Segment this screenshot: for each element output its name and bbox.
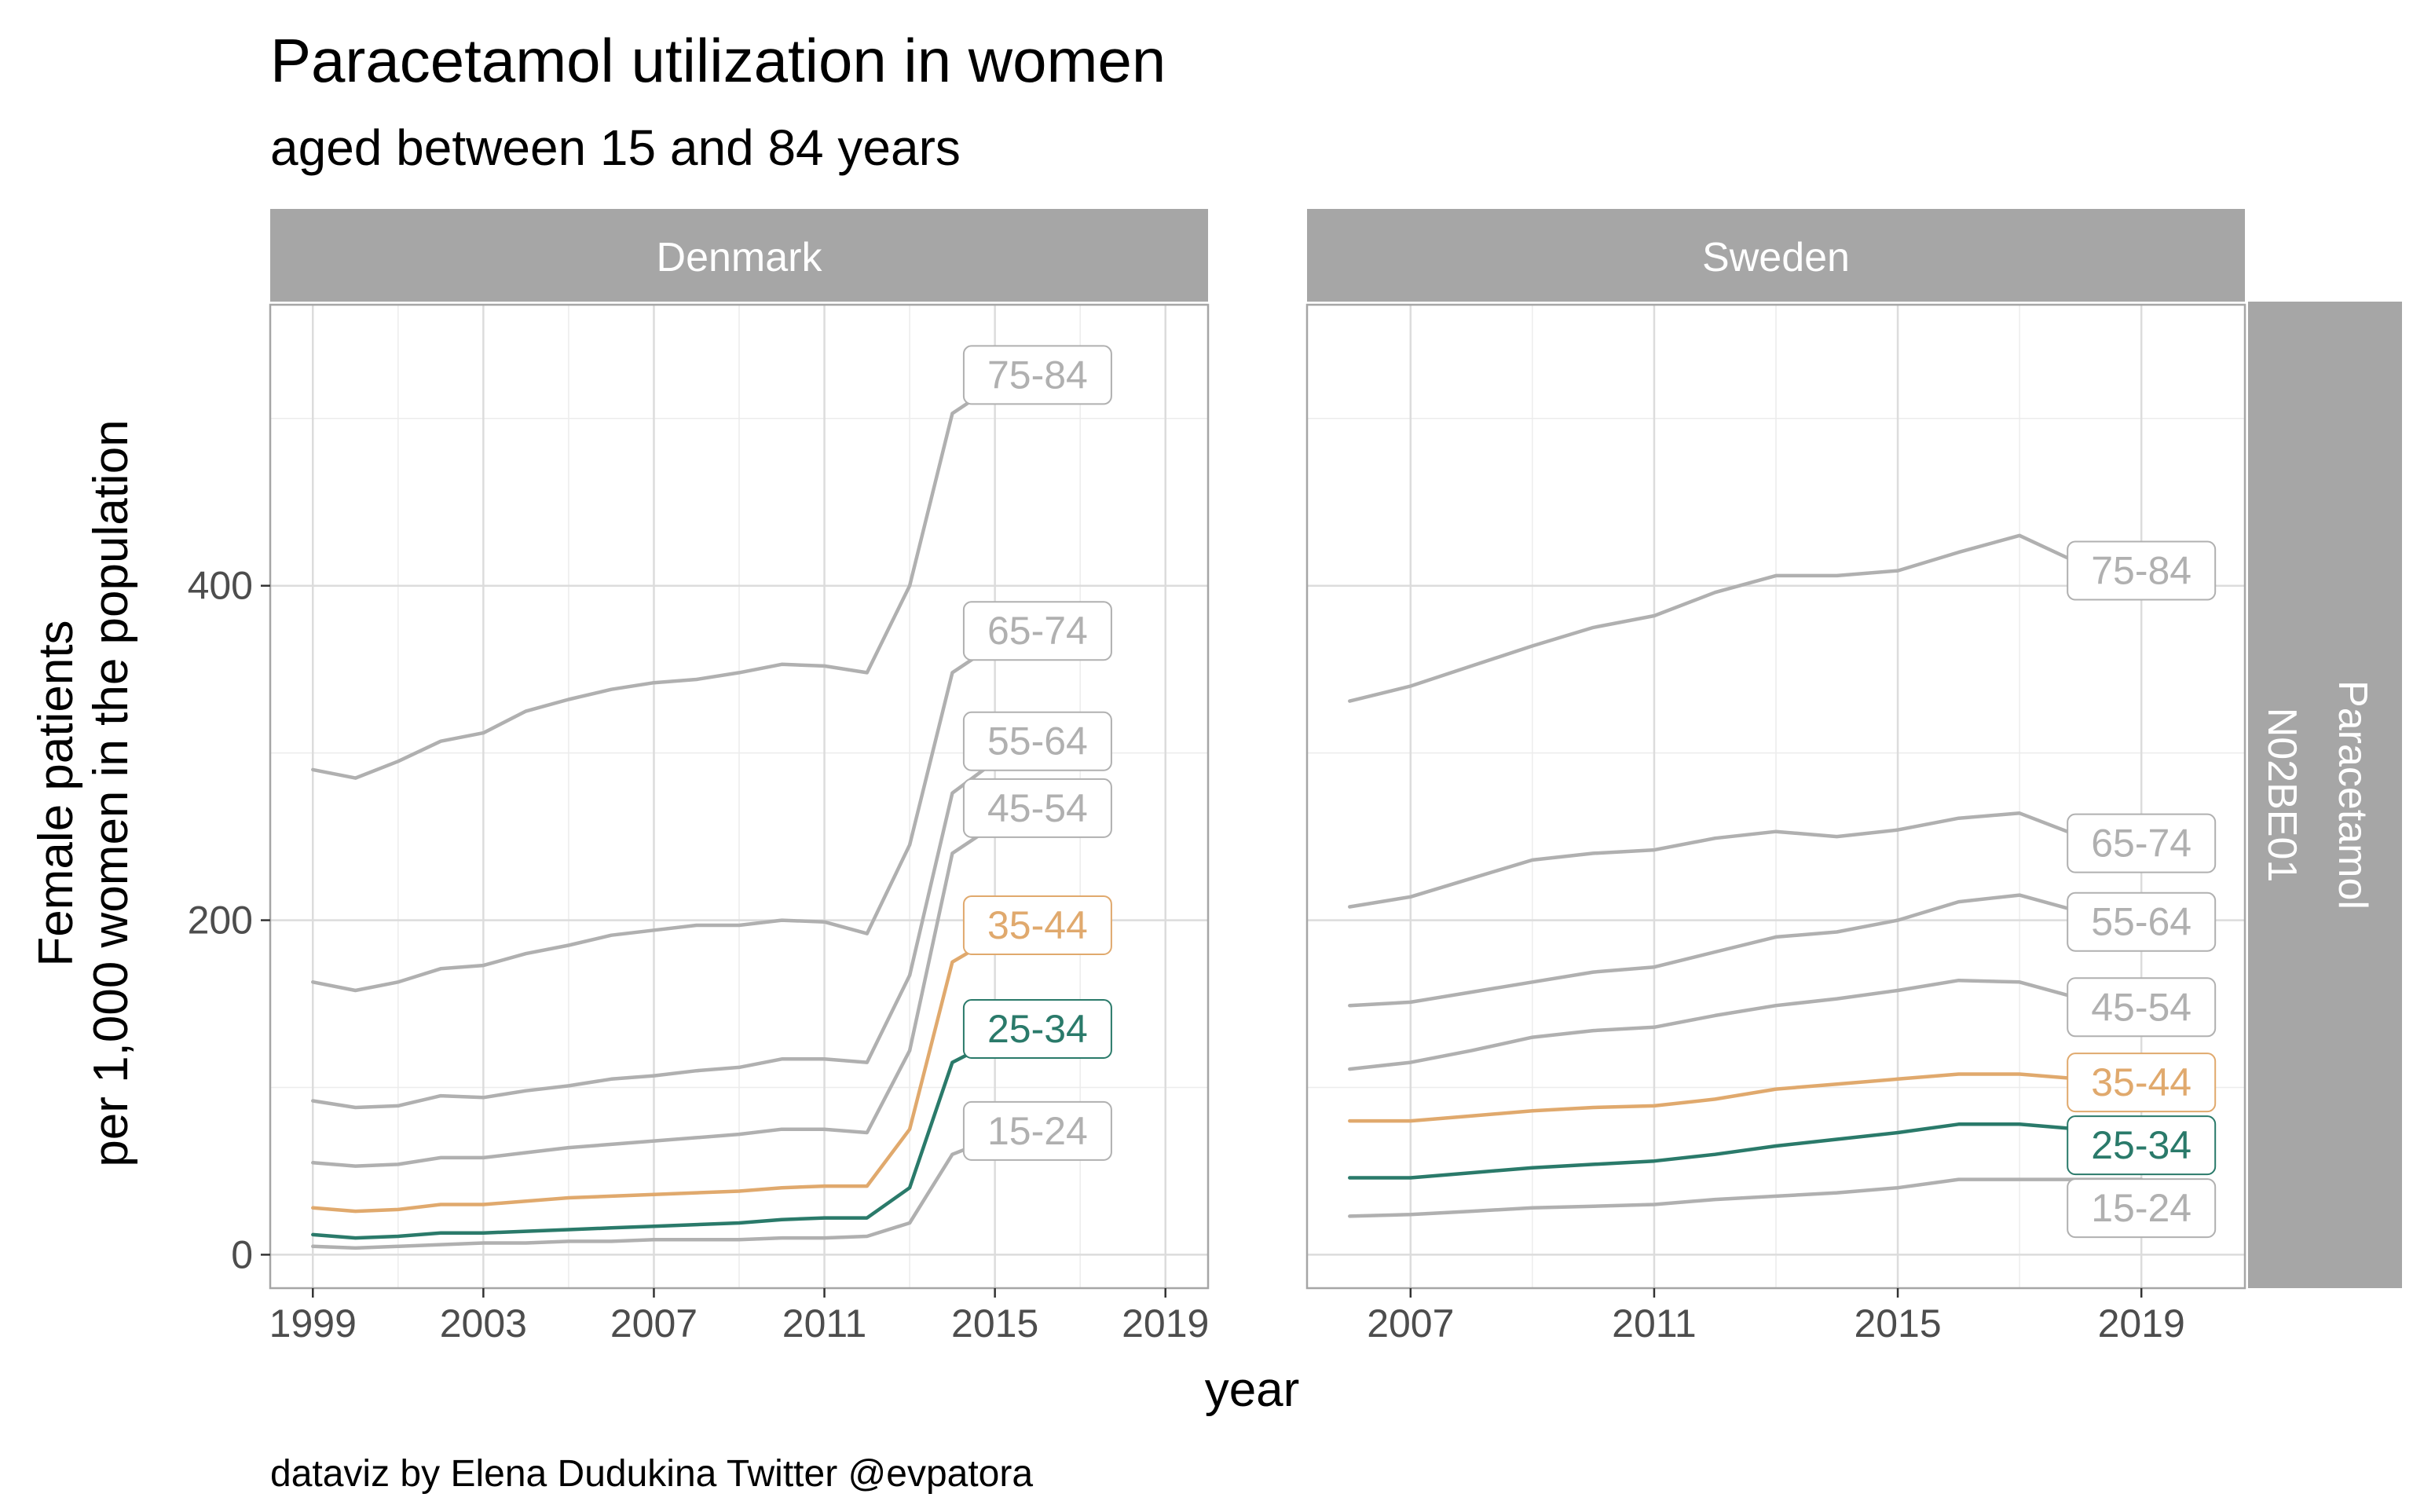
chart-subtitle: aged between 15 and 84 years <box>270 119 961 176</box>
series-label: 75-84 <box>2091 549 2191 593</box>
series-label-box <box>2067 1178 2217 1239</box>
series-label: 55-64 <box>2091 900 2191 944</box>
series-label: 75-84 <box>987 353 1088 397</box>
series-line-75-84 <box>1348 533 2144 703</box>
y-axis-title-line: Female patients <box>29 620 83 966</box>
y-tick-label: 0 <box>231 1232 253 1276</box>
series-label: 25-34 <box>2091 1123 2191 1167</box>
row-strip-label: N02BE01 <box>2259 708 2305 883</box>
series-label: 45-54 <box>987 786 1088 830</box>
x-tick-label: 2015 <box>951 1301 1038 1345</box>
y-tick-label: 400 <box>188 564 253 608</box>
series-label: 55-64 <box>987 719 1088 763</box>
chart-title: Paracetamol utilization in women <box>270 26 1166 95</box>
series-label-box <box>962 895 1112 955</box>
series-label-box <box>962 1100 1112 1161</box>
series-label-box <box>2067 540 2217 601</box>
x-tick-label: 1999 <box>269 1301 357 1345</box>
y-axis-title: Female patients per 1,000 women in the po… <box>29 419 138 1166</box>
row-strip-bg <box>2248 302 2402 1288</box>
series-label: 35-44 <box>987 903 1088 947</box>
x-axis-title: year <box>1205 1363 1300 1417</box>
x-tick-label: 2007 <box>610 1301 698 1345</box>
series-label: 35-44 <box>2091 1060 2191 1104</box>
series-label-box <box>2067 891 2217 952</box>
x-tick-label: 2011 <box>1612 1301 1697 1345</box>
x-tick-label: 2011 <box>782 1301 867 1345</box>
series-label: 65-74 <box>987 609 1088 653</box>
x-tick-label: 2019 <box>1122 1301 1209 1345</box>
series-label: 15-24 <box>987 1109 1088 1153</box>
panel-sweden: Sweden 2007 2011 2015 2019 75-84 65-74 55-64 45-… <box>1305 209 2246 1345</box>
panel-border <box>269 303 1210 1290</box>
row-strip-label: Paracetamol <box>2330 680 2375 910</box>
panel-denmark: Denmark 1999 2003 2007 2011 2015 2019 0 200 400 75… <box>188 209 1210 1345</box>
y-axis-title-line: per 1,000 women in the population <box>84 419 138 1166</box>
series-label: 15-24 <box>2091 1186 2191 1230</box>
series-line-35-44 <box>1348 1072 2144 1123</box>
series-label-box <box>962 345 1112 405</box>
series-label-box <box>2067 813 2217 873</box>
series-line-45-54 <box>311 806 1040 1168</box>
series-line-55-64 <box>311 739 1040 1110</box>
series-line-25-34 <box>1348 1122 2144 1180</box>
series-label: 45-54 <box>2091 985 2191 1029</box>
series-line-15-24 <box>1348 1177 2144 1218</box>
x-tick-label: 2007 <box>1367 1301 1454 1345</box>
series-line-45-54 <box>1348 978 2144 1071</box>
series-line-15-24 <box>311 1129 1040 1250</box>
series-label-box <box>2067 1053 2217 1113</box>
x-tick-label: 2015 <box>1854 1301 1941 1345</box>
series-label-box <box>962 778 1112 838</box>
chart-caption: dataviz by Elena Dudukina Twitter @evpat… <box>270 1453 1033 1495</box>
series-line-75-84 <box>311 373 1040 780</box>
series-label-box <box>2067 977 2217 1038</box>
series-label: 65-74 <box>2091 822 2191 866</box>
series-line-25-34 <box>311 1027 1040 1240</box>
series-label: 25-34 <box>987 1007 1088 1051</box>
strip-label: Denmark <box>657 235 823 280</box>
x-tick-label: 2019 <box>2098 1301 2185 1345</box>
series-label-box <box>962 601 1112 661</box>
series-label-box <box>962 711 1112 771</box>
series-label-box <box>962 998 1112 1059</box>
series-line-35-44 <box>311 923 1040 1214</box>
panel-border <box>1305 303 2246 1290</box>
series-line-55-64 <box>1348 893 2144 1008</box>
strip-bg <box>270 209 1208 302</box>
strip-label: Sweden <box>1702 235 1850 280</box>
x-tick-label: 2003 <box>440 1301 527 1345</box>
y-tick-label: 200 <box>188 899 253 943</box>
series-label-box <box>2067 1115 2217 1176</box>
series-line-65-74 <box>311 628 1040 993</box>
row-strip: Paracetamol N02BE01 <box>2248 302 2402 1288</box>
series-line-65-74 <box>1348 811 2144 909</box>
strip-bg <box>1307 209 2245 302</box>
